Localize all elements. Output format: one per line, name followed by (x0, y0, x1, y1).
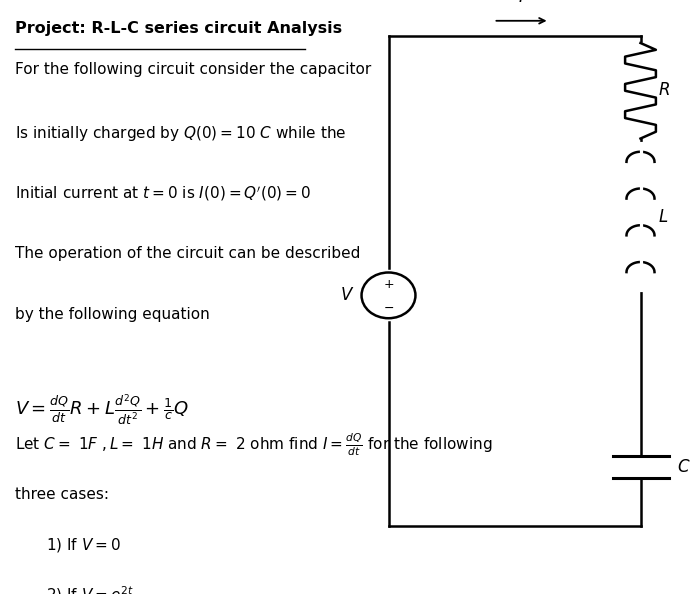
Text: $V = \frac{dQ}{dt}R + L\frac{d^2Q}{dt^2} + \frac{1}{c}Q$: $V = \frac{dQ}{dt}R + L\frac{d^2Q}{dt^2}… (15, 392, 190, 427)
Text: $R$: $R$ (658, 81, 670, 99)
Text: three cases:: three cases: (15, 487, 109, 502)
Text: $-$: $-$ (383, 301, 394, 314)
Text: $L$: $L$ (658, 208, 668, 226)
Text: 1) If $V = 0$: 1) If $V = 0$ (46, 536, 120, 554)
Text: +: + (383, 278, 394, 291)
Circle shape (361, 273, 416, 318)
Text: Is initially charged by $Q(0) = 10\ C$ while the: Is initially charged by $Q(0) = 10\ C$ w… (15, 124, 346, 143)
Text: The operation of the circuit can be described: The operation of the circuit can be desc… (15, 246, 360, 261)
Text: 2) If $V = e^{2t}$: 2) If $V = e^{2t}$ (46, 584, 133, 594)
Text: Let $C =\ 1F\ ,L =\ 1H$ and $R =\ 2$ ohm find $I = \frac{dQ}{dt}$ for the follow: Let $C =\ 1F\ ,L =\ 1H$ and $R =\ 2$ ohm… (15, 431, 493, 457)
Text: by the following equation: by the following equation (15, 307, 210, 322)
Text: Project: R-L-C series circuit Analysis: Project: R-L-C series circuit Analysis (15, 21, 342, 36)
Text: $C$: $C$ (677, 458, 690, 476)
Text: For the following circuit consider the capacitor: For the following circuit consider the c… (15, 62, 372, 77)
Text: $I$: $I$ (518, 0, 525, 6)
Text: Initial current at $t = 0$ is $I(0) = Q'(0) = 0$: Initial current at $t = 0$ is $I(0) = Q'… (15, 185, 311, 203)
Text: $V$: $V$ (340, 286, 354, 304)
